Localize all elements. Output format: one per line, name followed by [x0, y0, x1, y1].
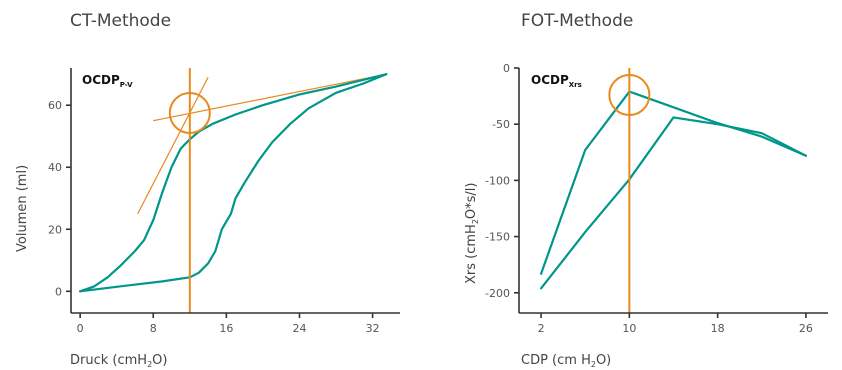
chart-fot-xlabel-sub: 2 — [591, 360, 596, 369]
chart-fot-xlabel-end: O) — [596, 353, 611, 368]
chart-ct-xlabel-end: O) — [152, 353, 167, 368]
chart-fot-annotation-main: OCDP — [531, 73, 569, 87]
chart-fot-ylabel: Xrs (cmH2O*s/l) — [464, 183, 480, 285]
chart-fot-y-tick-label: 0 — [503, 62, 510, 75]
chart-fot-series-line-2 — [539, 116, 808, 290]
chart-fot-ylabel-main: Xrs (cmH — [464, 224, 479, 284]
chart-ct-title: CT-Methode — [70, 11, 171, 31]
chart-ct-tangent-line-2 — [153, 73, 387, 122]
chart-ct-xlabel-sub: 2 — [147, 360, 152, 369]
chart-ct-y-tick-label: 20 — [48, 223, 62, 236]
chart-fot-ocdp-circle — [608, 73, 651, 116]
chart-ct-ylabel: Volumen (ml) — [15, 165, 30, 252]
chart-ct-annotation: OCDPP-V — [82, 73, 133, 89]
chart-ct: CT-Methode 0 8 16 24 32 0 20 40 60 OCDPP-V Volum… — [15, 11, 400, 369]
chart-ct-x-tick-label: 24 — [292, 322, 306, 335]
chart-ct-x-tick-label: 0 — [77, 322, 84, 335]
chart-ct-marks — [78, 68, 388, 313]
chart-fot-ylabel-sub: 2 — [471, 219, 480, 224]
chart-fot-x-tick-label: 26 — [799, 322, 813, 335]
chart-fot-xlabel-main: CDP (cm H — [521, 353, 591, 368]
chart-fot-x-tick-label: 18 — [711, 322, 725, 335]
chart-ct-series-line-2 — [78, 73, 388, 293]
chart-fot-y-tick-label: -50 — [492, 118, 510, 131]
chart-ct-y-tick-label: 60 — [48, 99, 62, 112]
chart-ct-y-tick-label: 0 — [55, 285, 62, 298]
chart-fot-title: FOT-Methode — [521, 11, 633, 31]
chart-ct-ocdp-circle — [168, 91, 211, 134]
chart-fot-annotation: OCDPXrs — [531, 73, 582, 89]
chart-fot-ylabel-end: O*s/l) — [464, 183, 479, 220]
chart-ct-x-tick-label: 8 — [150, 322, 157, 335]
chart-ct-x-tick-label: 32 — [366, 322, 380, 335]
chart-ct-x-tick-label: 16 — [219, 322, 233, 335]
chart-fot: FOT-Methode 2 10 18 26 0 -50 -100 -150 -200 OCDP… — [464, 11, 828, 369]
chart-fot-annotation-sub: Xrs — [569, 81, 582, 89]
chart-fot-ticks: 2 10 18 26 0 -50 -100 -150 -200 — [485, 62, 813, 335]
chart-ct-tangent-line-1 — [137, 77, 209, 215]
chart-ct-ticks: 0 8 16 24 32 0 20 40 60 — [48, 99, 380, 335]
chart-fot-marks — [539, 68, 808, 313]
chart-ct-annotation-main: OCDP — [82, 73, 120, 87]
chart-ct-annotation-sub: P-V — [120, 81, 133, 89]
chart-fot-x-tick-label: 10 — [622, 322, 636, 335]
chart-ct-y-tick-label: 40 — [48, 161, 62, 174]
chart-ct-xlabel-main: Druck (cmH — [70, 353, 147, 368]
chart-ct-xlabel: Druck (cmH2O) — [70, 353, 167, 369]
chart-fot-y-tick-label: -150 — [485, 231, 510, 244]
chart-fot-x-tick-label: 2 — [538, 322, 545, 335]
chart-fot-series-line-1 — [539, 90, 808, 275]
chart-ct-series-line-1 — [78, 73, 388, 293]
chart-fot-y-tick-label: -200 — [485, 287, 510, 300]
chart-fot-y-tick-label: -100 — [485, 174, 510, 187]
chart-fot-xlabel: CDP (cm H2O) — [521, 353, 611, 369]
